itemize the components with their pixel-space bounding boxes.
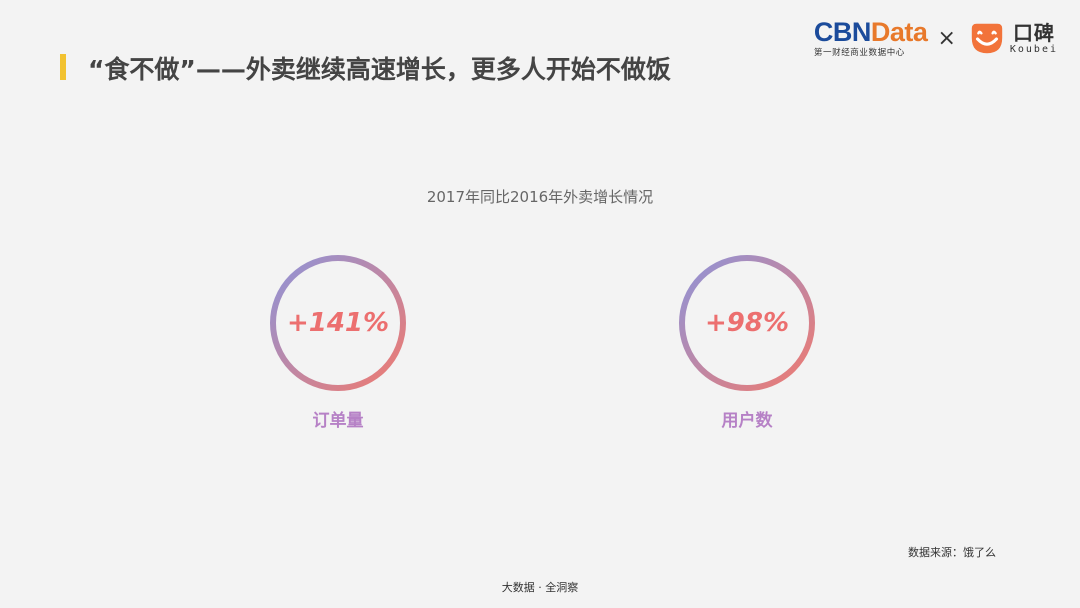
- stat-label: 订单量: [312, 411, 364, 431]
- koubei-logo: 口碑 Koubei: [968, 19, 1058, 57]
- cbndata-logo: CBNData 第一财经商业数据中心: [814, 18, 928, 58]
- page-title: “食不做”——外卖继续高速增长，更多人开始不做饭: [88, 55, 671, 84]
- footer-slogan: 大数据 · 全洞察: [501, 581, 579, 594]
- stat-value: +98%: [704, 308, 790, 338]
- collaboration-x: ×: [937, 25, 956, 51]
- koubei-name-cn: 口碑: [1012, 20, 1055, 45]
- koubei-name-en: Koubei: [1009, 43, 1058, 55]
- title-accent-bar: [60, 54, 66, 80]
- brand-logos: CBNData 第一财经商业数据中心 × 口碑 Koubei: [814, 18, 1058, 58]
- gradient-ring-icon: [270, 255, 406, 391]
- data-source-note: 数据来源：饿了么: [908, 546, 996, 559]
- stat-ring: +98%: [676, 252, 818, 394]
- stat-user-count: +98% 用户数: [676, 252, 818, 431]
- cbndata-subtitle: 第一财经商业数据中心: [813, 48, 905, 58]
- cbndata-wordmark: CBNData: [814, 18, 928, 46]
- koubei-smile-icon: [971, 23, 1003, 54]
- stat-order-volume: +141% 订单量: [267, 252, 409, 431]
- koubei-wordmark: 口碑 Koubei: [1010, 22, 1058, 55]
- cbndata-wordmark-cbn: CBN: [813, 17, 872, 47]
- stat-value: +141%: [286, 308, 390, 338]
- stat-ring: +141%: [267, 252, 409, 394]
- section-subtitle: 2017年同比2016年外卖增长情况: [426, 188, 654, 206]
- stat-label: 用户数: [721, 411, 773, 431]
- cbndata-wordmark-data: Data: [870, 17, 928, 47]
- gradient-ring-icon: [679, 255, 815, 391]
